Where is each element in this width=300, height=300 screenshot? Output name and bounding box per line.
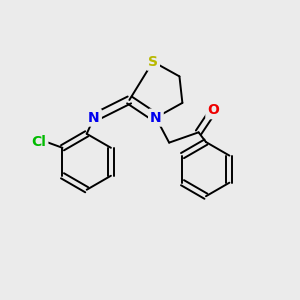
Text: N: N (88, 111, 100, 124)
Text: Cl: Cl (32, 135, 46, 149)
Text: S: S (148, 55, 158, 69)
Text: N: N (150, 111, 162, 124)
Text: O: O (207, 103, 219, 117)
